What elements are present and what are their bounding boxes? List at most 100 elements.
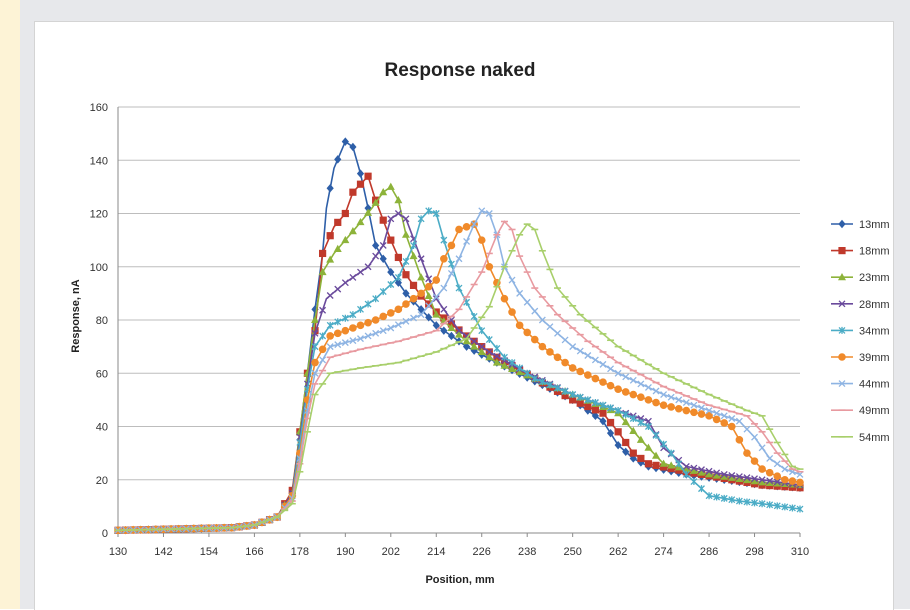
data-point [781, 503, 789, 511]
x-tick-label: 166 [245, 546, 263, 558]
data-point [705, 407, 713, 414]
data-point [440, 305, 448, 313]
data-point [660, 440, 668, 448]
data-point [735, 497, 743, 505]
data-point [675, 396, 683, 404]
legend-label: 39mm [859, 352, 890, 364]
data-point [356, 180, 365, 188]
data-point [372, 241, 380, 250]
data-point [765, 478, 774, 486]
data-point [349, 311, 357, 319]
data-point [781, 475, 789, 484]
data-point [750, 457, 759, 465]
y-tick-label: 20 [96, 475, 108, 487]
x-tick-label: 214 [427, 546, 445, 558]
data-point [622, 411, 630, 419]
data-point [349, 324, 357, 332]
data-point [758, 478, 767, 486]
data-point [660, 463, 668, 471]
data-point [607, 365, 615, 373]
data-point [485, 262, 494, 271]
data-point [493, 353, 501, 361]
data-point [523, 369, 531, 377]
data-point [614, 428, 622, 436]
data-point [500, 294, 509, 303]
data-point [591, 411, 599, 421]
data-point [387, 215, 395, 223]
data-point [508, 364, 517, 372]
data-point [341, 209, 349, 218]
data-point [386, 182, 395, 190]
data-point [432, 276, 441, 284]
data-point [379, 288, 387, 296]
data-point [637, 380, 645, 388]
data-point [637, 419, 645, 427]
data-point [364, 300, 372, 308]
data-point [402, 289, 410, 298]
data-point [357, 335, 364, 343]
data-point [485, 348, 493, 356]
data-point [478, 327, 486, 335]
data-point [667, 393, 675, 401]
data-point [379, 254, 387, 263]
data-point [326, 255, 335, 263]
x-tick-label: 274 [654, 546, 672, 558]
data-point [569, 343, 577, 351]
data-point [463, 237, 471, 245]
data-point [417, 255, 425, 263]
data-point [333, 329, 342, 338]
data-point [364, 263, 372, 271]
data-point [644, 396, 653, 404]
data-point [417, 311, 425, 319]
data-point [387, 324, 395, 332]
data-point [667, 403, 675, 411]
data-point [659, 459, 668, 467]
data-point [652, 451, 661, 459]
data-point [682, 462, 690, 470]
legend-marker [838, 380, 846, 388]
data-point [667, 464, 675, 473]
data-point [387, 281, 395, 288]
data-point [349, 273, 357, 281]
legend: 13mm 18mm 23mm 28mm 34mm 39mm 44mm 49mm 54mm [831, 219, 890, 444]
data-point [599, 401, 607, 409]
data-point [735, 473, 743, 481]
series-54mm [114, 223, 804, 532]
data-point [689, 466, 698, 474]
data-point [720, 470, 728, 478]
data-point [720, 419, 729, 427]
data-point [743, 498, 751, 506]
data-point [402, 317, 410, 325]
data-point [758, 444, 766, 452]
data-point [341, 137, 349, 146]
chart-card [34, 21, 894, 610]
data-point [432, 321, 440, 330]
data-point [629, 415, 637, 423]
data-point [425, 302, 433, 310]
data-point [743, 425, 751, 433]
data-point [341, 339, 349, 347]
data-point [447, 241, 456, 250]
data-point [644, 417, 652, 425]
data-point [515, 367, 524, 376]
data-point [788, 477, 797, 485]
data-point [371, 316, 380, 324]
x-tick-label: 202 [382, 546, 400, 558]
data-point [311, 327, 319, 335]
data-point [568, 364, 577, 372]
data-point [682, 406, 691, 415]
data-point [372, 329, 380, 337]
data-point [409, 281, 418, 289]
data-point [713, 493, 721, 501]
x-tick-label: 286 [700, 546, 718, 558]
data-point [477, 236, 486, 244]
data-point [697, 410, 706, 418]
y-tick-label: 140 [90, 155, 108, 167]
data-point [773, 460, 781, 468]
data-point [659, 401, 668, 410]
data-point [531, 375, 539, 383]
data-point [773, 472, 782, 481]
data-point [591, 374, 600, 383]
data-point [561, 387, 569, 395]
data-point [311, 369, 319, 377]
